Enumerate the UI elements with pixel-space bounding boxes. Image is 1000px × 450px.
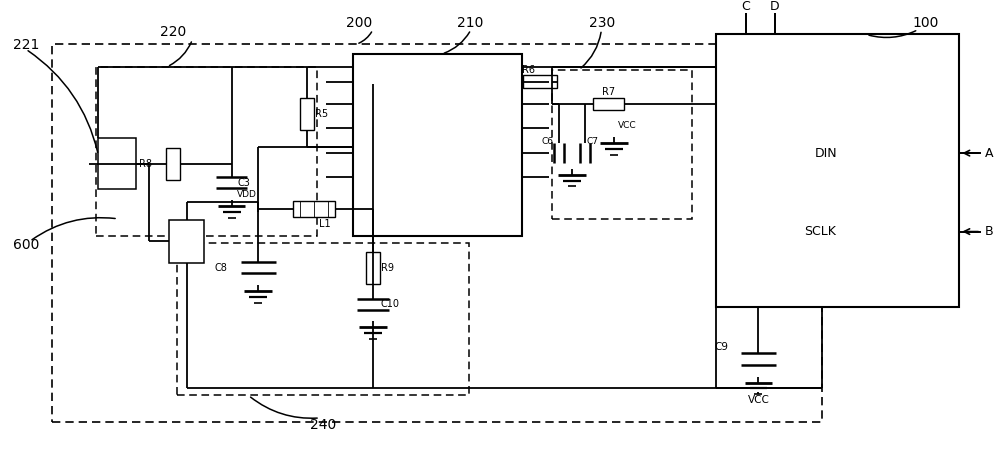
Text: 240: 240	[310, 418, 336, 432]
Text: R6: R6	[522, 65, 535, 75]
Bar	[523, 75, 557, 88]
Text: R7: R7	[602, 87, 616, 97]
Bar	[166, 148, 180, 180]
Bar	[366, 252, 380, 284]
Text: DIN: DIN	[814, 147, 837, 160]
Text: C: C	[741, 0, 750, 13]
Bar	[593, 98, 624, 110]
Text: B: B	[985, 225, 994, 238]
Text: A: A	[985, 147, 993, 160]
Bar	[716, 35, 959, 307]
Text: C9: C9	[714, 342, 728, 352]
Text: VCC: VCC	[618, 121, 637, 130]
Bar	[169, 220, 204, 263]
Bar	[52, 44, 822, 422]
Bar	[293, 201, 335, 217]
Text: C3: C3	[238, 178, 250, 188]
Bar	[98, 139, 136, 189]
Text: C7: C7	[587, 137, 599, 146]
Text: C10: C10	[381, 299, 400, 309]
Text: R8: R8	[139, 159, 152, 169]
Text: 230: 230	[589, 16, 615, 30]
Text: D: D	[770, 0, 780, 13]
Text: 210: 210	[457, 16, 484, 30]
Bar	[353, 54, 522, 235]
Bar	[552, 70, 692, 219]
Text: 600: 600	[13, 238, 39, 252]
Text: SCLK: SCLK	[804, 225, 836, 238]
Text: 220: 220	[160, 26, 186, 40]
Text: 200: 200	[346, 16, 373, 30]
Bar	[300, 98, 314, 130]
Text: VDD: VDD	[237, 190, 256, 199]
Text: 221: 221	[13, 38, 39, 52]
Text: R5: R5	[315, 109, 328, 119]
Text: C8: C8	[214, 263, 227, 273]
Bar	[96, 67, 317, 235]
Text: L1: L1	[319, 219, 331, 229]
Text: 100: 100	[912, 16, 939, 30]
Text: C6: C6	[542, 137, 554, 146]
Text: VCC: VCC	[747, 395, 769, 405]
Text: R9: R9	[381, 263, 394, 273]
Bar	[177, 243, 469, 396]
